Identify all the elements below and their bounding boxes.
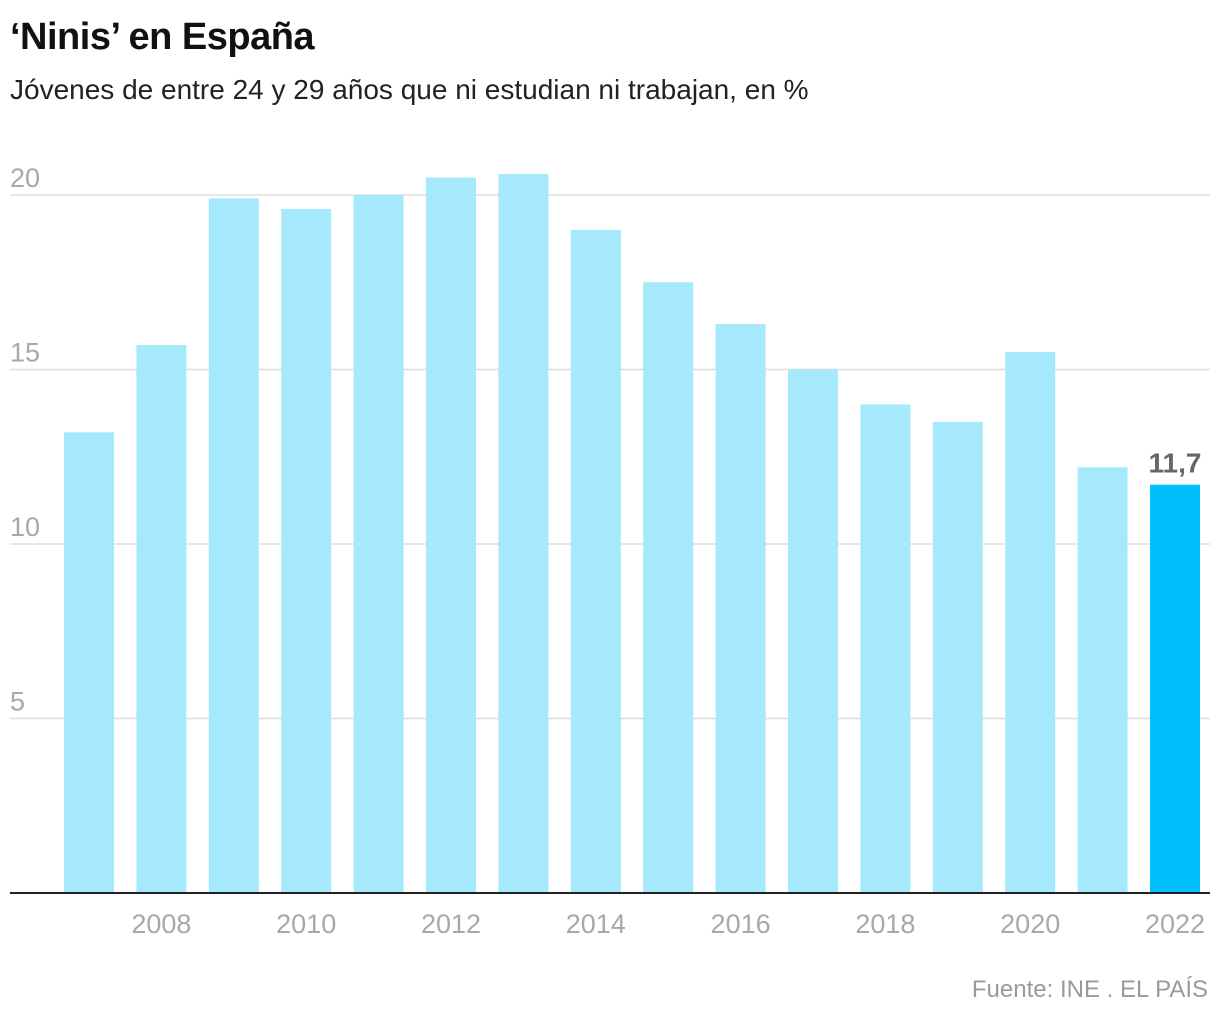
x-axis-tick-labels: 2008 2010 2012 2014 2016 2018 2020 2022 — [131, 909, 1205, 939]
bar-2013 — [498, 174, 549, 893]
bar-2012 — [426, 177, 476, 894]
x-tick-label: 2020 — [1000, 909, 1060, 939]
bar-2008 — [136, 345, 187, 893]
bar-2014 — [570, 229, 621, 893]
x-tick-label: 2014 — [566, 909, 626, 939]
bar-2016 — [715, 324, 766, 893]
chart-subtitle: Jóvenes de entre 24 y 29 años que ni est… — [10, 74, 809, 105]
y-tick-label: 10 — [10, 512, 40, 542]
bar-2018 — [860, 404, 911, 893]
bar-2009 — [208, 198, 259, 894]
y-axis-tick-labels: 5 10 15 20 — [10, 163, 40, 717]
y-tick-label: 15 — [10, 338, 40, 368]
bar-2020 — [1005, 352, 1056, 893]
data-label-2022: 11,7 — [1149, 448, 1202, 479]
bar-2019 — [932, 421, 983, 893]
data-labels: 11,7 — [1149, 448, 1202, 479]
bar-2015 — [643, 282, 694, 893]
bar-2021 — [1077, 467, 1128, 893]
bar-2017 — [788, 369, 838, 893]
bar-2007 — [64, 432, 114, 893]
x-tick-label: 2018 — [855, 909, 915, 939]
x-tick-label: 2012 — [421, 909, 481, 939]
x-tick-label: 2008 — [131, 909, 191, 939]
x-tick-label: 2016 — [711, 909, 771, 939]
source-note: Fuente: INE . EL PAÍS — [971, 976, 1208, 1003]
chart-title: ‘Ninis’ en España — [10, 16, 315, 58]
bar-2022 — [1150, 484, 1200, 893]
bar-2010 — [281, 208, 332, 893]
y-tick-label: 20 — [10, 163, 40, 193]
y-tick-label: 5 — [10, 687, 25, 717]
bars — [64, 174, 1200, 894]
x-tick-label: 2022 — [1145, 909, 1205, 939]
x-tick-label: 2010 — [276, 909, 336, 939]
bar-2011 — [353, 195, 404, 893]
